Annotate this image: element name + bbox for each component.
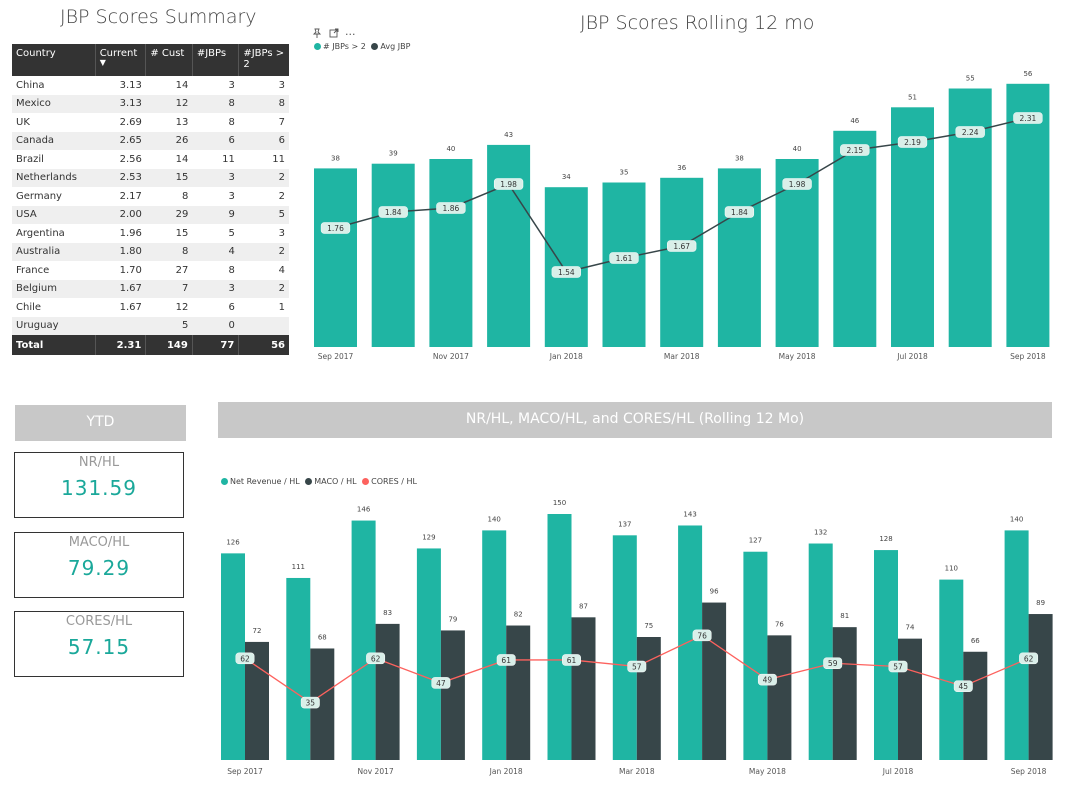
kpi-label: MACO/HL <box>15 535 183 550</box>
legend-item-cores[interactable]: CORES / HL <box>362 477 417 486</box>
line-data-label: 1.84 <box>385 208 402 217</box>
line-data-label: 2.24 <box>962 128 979 137</box>
x-tick-label: Jul 2018 <box>896 352 928 361</box>
bar-data-label: 46 <box>850 117 859 125</box>
legend-item-net-revenue[interactable]: Net Revenue / HL <box>221 477 300 486</box>
bar-data-label: 38 <box>735 154 744 162</box>
bar-data-label: 56 <box>1023 70 1032 78</box>
kpi-label: NR/HL <box>15 455 183 470</box>
line-data-label: 2.15 <box>846 146 863 155</box>
bar-data-label: 34 <box>562 173 571 181</box>
legend-label-cores: CORES / HL <box>371 477 417 486</box>
kpi-label: CORES/HL <box>15 614 183 629</box>
bar-jbps-gt-2 <box>372 164 415 347</box>
bar-jbps-gt-2 <box>833 131 876 347</box>
legend-swatch-dark <box>305 478 312 485</box>
bar-data-label: 35 <box>620 169 629 177</box>
line-data-label: 1.54 <box>558 268 575 277</box>
line-data-label: 1.84 <box>731 208 748 217</box>
x-tick-label: Sep 2018 <box>1010 352 1046 361</box>
kpi-value: 79.29 <box>15 556 183 580</box>
bar-data-label: 55 <box>966 75 975 83</box>
x-tick-label: Sep 2017 <box>318 352 354 361</box>
bar-jbps-gt-2 <box>718 168 761 347</box>
legend-label-maco: MACO / HL <box>314 477 356 486</box>
legend-swatch-red <box>362 478 369 485</box>
line-data-label: 1.76 <box>327 224 344 233</box>
line-data-label: 1.67 <box>673 242 690 251</box>
chart2-title: NR/HL, MACO/HL, and CORES/HL (Rolling 12… <box>218 402 1052 438</box>
x-tick-label: May 2018 <box>779 352 816 361</box>
bar-data-label: 40 <box>793 145 802 153</box>
bar-jbps-gt-2 <box>429 159 472 347</box>
bar-jbps-gt-2 <box>603 183 646 348</box>
bar-jbps-gt-2 <box>314 168 357 347</box>
legend-label-net-revenue: Net Revenue / HL <box>230 477 300 486</box>
ytd-header: YTD <box>15 405 186 441</box>
bar-data-label: 36 <box>677 164 686 172</box>
kpi-card-cores-hl: CORES/HL 57.15 <box>14 611 184 677</box>
line-data-label: 2.19 <box>904 138 921 147</box>
bar-data-label: 38 <box>331 154 340 162</box>
line-data-label: 1.98 <box>789 180 806 189</box>
bar-data-label: 51 <box>908 93 917 101</box>
bar-data-label: 43 <box>504 131 513 139</box>
line-data-label: 2.31 <box>1020 114 1037 123</box>
kpi-card-maco-hl: MACO/HL 79.29 <box>14 532 184 598</box>
x-tick-label: Jan 2018 <box>549 352 583 361</box>
bar-jbps-gt-2 <box>660 178 703 347</box>
kpi-value: 131.59 <box>15 476 183 500</box>
legend-item-maco[interactable]: MACO / HL <box>305 477 356 486</box>
legend-swatch-teal <box>221 478 228 485</box>
x-tick-label: Mar 2018 <box>664 352 700 361</box>
kpi-value: 57.15 <box>15 635 183 659</box>
bar-data-label: 40 <box>446 145 455 153</box>
line-data-label: 1.98 <box>500 180 517 189</box>
bar-jbps-gt-2 <box>487 145 530 347</box>
line-data-label: 1.61 <box>616 254 633 263</box>
line-data-label: 1.86 <box>443 204 460 213</box>
bar-data-label: 39 <box>389 150 398 158</box>
kpi-card-nr-hl: NR/HL 131.59 <box>14 452 184 518</box>
x-tick-label: Nov 2017 <box>433 352 469 361</box>
chart2-legend: Net Revenue / HL MACO / HL CORES / HL <box>221 477 417 486</box>
